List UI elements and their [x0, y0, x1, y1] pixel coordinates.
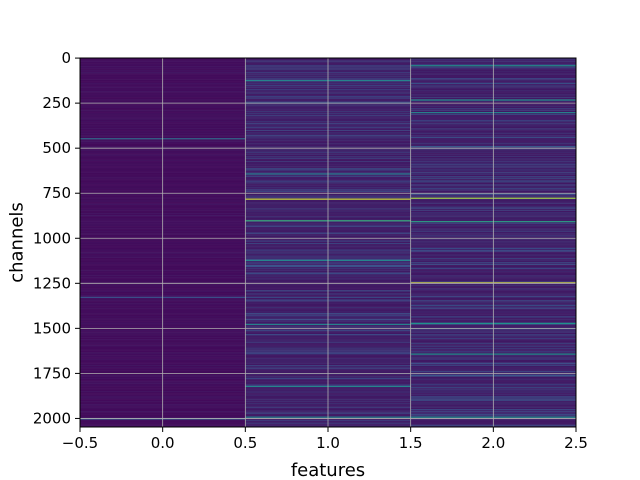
y-tick-label: 1750	[33, 364, 71, 382]
y-tick-label: 250	[42, 94, 71, 112]
y-tick-label: 0	[61, 49, 71, 67]
y-tick-label: 1500	[33, 319, 71, 337]
x-tick-label: 2.0	[481, 434, 505, 452]
y-axis-label: channels	[6, 202, 27, 283]
x-tick-label: 1.5	[399, 434, 423, 452]
y-tick-label: 2000	[33, 409, 71, 427]
x-tick-label: 0.0	[151, 434, 175, 452]
x-axis-label: features	[291, 460, 365, 480]
x-tick-label: 1.0	[316, 434, 340, 452]
y-tick-label: 1250	[33, 274, 71, 292]
y-tick-label: 500	[42, 139, 71, 157]
y-tick-label: 750	[42, 184, 71, 202]
x-axis-ticks: −0.5 0.0 0.5 1.0 1.5 2.0 2.5	[62, 427, 588, 452]
y-tick-label: 1000	[33, 229, 71, 247]
x-tick-label: 0.5	[233, 434, 257, 452]
x-tick-label: 2.5	[564, 434, 588, 452]
x-tick-label: −0.5	[62, 434, 98, 452]
y-axis-ticks: 0 250 500 750 1000 1250 1500 1750 2000	[33, 49, 80, 427]
